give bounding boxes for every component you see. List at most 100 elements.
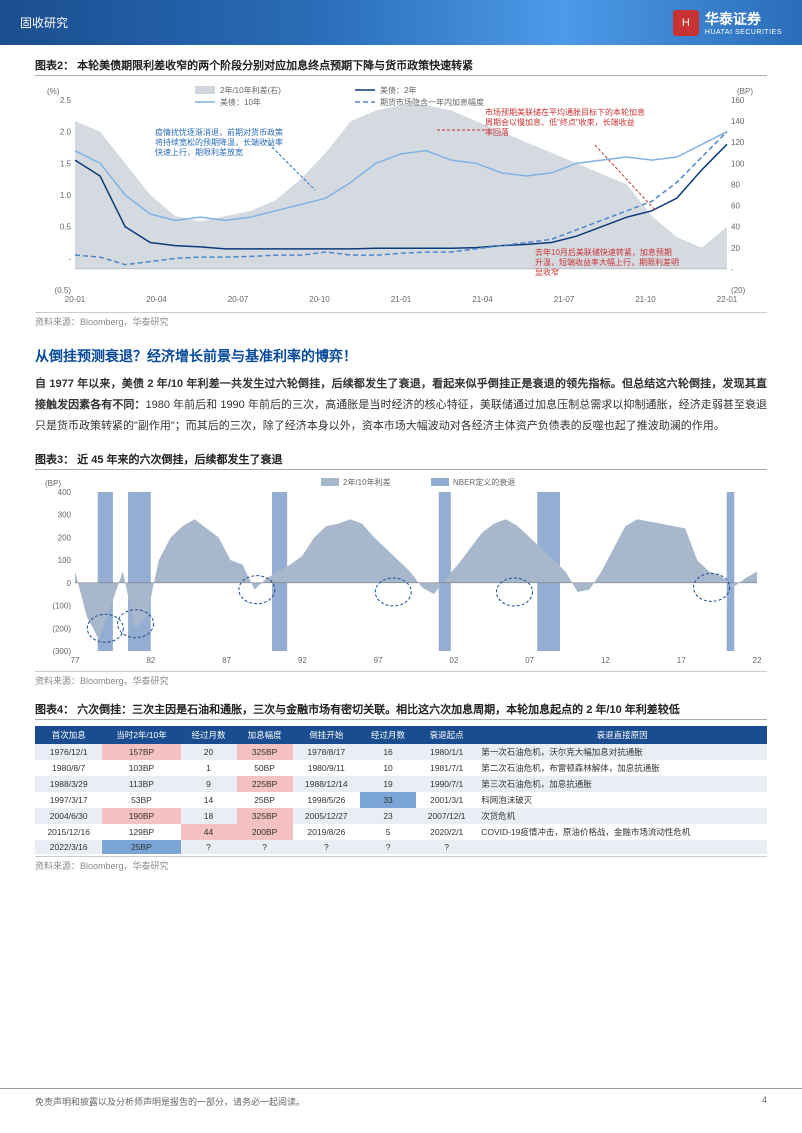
svg-text:22: 22 xyxy=(753,656,762,665)
table-cell: 44 xyxy=(181,824,237,840)
table-cell: 1980/9/11 xyxy=(293,760,360,776)
svg-text:20: 20 xyxy=(731,244,740,253)
table-cell: 103BP xyxy=(102,760,180,776)
chart2: (300)(200)(100)0100200300400(BP)77828792… xyxy=(35,474,767,669)
chart3-title: 图表4： 六次倒挂：三次主因是石油和通胀，三次与金融市场有密切关联。相比这六次加… xyxy=(35,701,767,720)
col-header: 经过月数 xyxy=(181,726,237,744)
table-cell: 2001/3/1 xyxy=(416,792,477,808)
svg-text:美债：2年: 美债：2年 xyxy=(380,85,416,95)
table-cell: 1976/12/1 xyxy=(35,744,102,760)
table-row: 2004/6/30190BP18325BP2005/12/27232007/12… xyxy=(35,808,767,824)
table-cell: 1980/8/7 xyxy=(35,760,102,776)
table-cell: 200BP xyxy=(237,824,293,840)
table-cell: 129BP xyxy=(102,824,180,840)
svg-text:去年10月后美联储快速转紧，加息预期升温，短端收益率大幅上行: 去年10月后美联储快速转紧，加息预期升温，短端收益率大幅上行，期限利差明显收窄 xyxy=(535,247,679,277)
svg-text:疫情扰忧逐渐消退，前期对货币政策将持续宽松的预期降温，长端收: 疫情扰忧逐渐消退，前期对货币政策将持续宽松的预期降温，长端收益率快速上行，期限利… xyxy=(155,127,283,157)
svg-text:80: 80 xyxy=(731,180,740,189)
table-cell: 19 xyxy=(360,776,416,792)
table-cell: 2022/3/16 xyxy=(35,840,102,854)
svg-text:1.0: 1.0 xyxy=(60,191,72,200)
table-cell: 1978/8/17 xyxy=(293,744,360,760)
table-cell: ? xyxy=(416,840,477,854)
svg-text:2.5: 2.5 xyxy=(60,96,72,105)
table-cell: 2015/12/16 xyxy=(35,824,102,840)
table-cell: 1981/7/1 xyxy=(416,760,477,776)
table-cell: 次贷危机 xyxy=(477,808,767,824)
table-cell: 1988/12/14 xyxy=(293,776,360,792)
svg-text:60: 60 xyxy=(731,202,740,211)
table-cell: 1988/3/29 xyxy=(35,776,102,792)
table-cell: 23 xyxy=(360,808,416,824)
table-cell: 10 xyxy=(360,760,416,776)
svg-text:22-01: 22-01 xyxy=(717,295,738,304)
table-cell: 53BP xyxy=(102,792,180,808)
table-cell: 18 xyxy=(181,808,237,824)
svg-text:(%): (%) xyxy=(47,87,60,96)
logo-icon: H xyxy=(673,10,699,36)
table-cell: 第一次石油危机，沃尔克大幅加息对抗通胀 xyxy=(477,744,767,760)
svg-text:市场预期美联储在平均通胀目标下的本轮加息周期会以慢加息、低": 市场预期美联储在平均通胀目标下的本轮加息周期会以慢加息、低"终点"收束，长端收益… xyxy=(485,107,645,137)
chart1-source: 资料来源：Bloomberg，华泰研究 xyxy=(35,312,767,328)
table-cell: 第二次石油危机，布雷顿森林解体，加息抗通胀 xyxy=(477,760,767,776)
table-cell: 2007/12/1 xyxy=(416,808,477,824)
svg-text:21-10: 21-10 xyxy=(635,295,656,304)
table-cell: 1997/3/17 xyxy=(35,792,102,808)
svg-text:2年/10年利差: 2年/10年利差 xyxy=(343,477,391,487)
table-cell: 157BP xyxy=(102,744,180,760)
table-cell: 2004/6/30 xyxy=(35,808,102,824)
table-cell: 33 xyxy=(360,792,416,808)
table-cell: 16 xyxy=(360,744,416,760)
table-cell: 1990/7/1 xyxy=(416,776,477,792)
table-cell: ? xyxy=(360,840,416,854)
svg-text:300: 300 xyxy=(58,510,72,519)
svg-text:17: 17 xyxy=(677,656,686,665)
table-cell: 第三次石油危机，加息抗通胀 xyxy=(477,776,767,792)
table-cell: 325BP xyxy=(237,744,293,760)
table-row: 2015/12/16129BP44200BP2019/8/2652020/2/1… xyxy=(35,824,767,840)
table-cell: 113BP xyxy=(102,776,180,792)
table-cell: 25BP xyxy=(237,792,293,808)
chart2-title: 图表3： 近 45 年来的六次倒挂，后续都发生了衰退 xyxy=(35,451,767,470)
col-header: 衰退起点 xyxy=(416,726,477,744)
table-cell: 190BP xyxy=(102,808,180,824)
svg-text:(200): (200) xyxy=(52,624,71,633)
chart3-source: 资料来源：Bloomberg，华泰研究 xyxy=(35,856,767,872)
svg-text:1.5: 1.5 xyxy=(60,159,72,168)
svg-text:NBER定义的衰退: NBER定义的衰退 xyxy=(453,477,515,487)
svg-text:100: 100 xyxy=(731,159,745,168)
svg-text:-: - xyxy=(68,254,71,263)
svg-text:100: 100 xyxy=(58,556,72,565)
table-row: 1988/3/29113BP9225BP1988/12/14191990/7/1… xyxy=(35,776,767,792)
svg-text:120: 120 xyxy=(731,138,745,147)
svg-text:97: 97 xyxy=(374,656,383,665)
header-category: 固收研究 xyxy=(20,14,68,31)
table-cell: ? xyxy=(181,840,237,854)
company-sub: HUATAI SECURITIES xyxy=(705,29,782,36)
col-header: 衰退直接原因 xyxy=(477,726,767,744)
table-cell: COVID-19疫情冲击，原油价格战，金融市场流动性危机 xyxy=(477,824,767,840)
page-number: 4 xyxy=(762,1095,767,1108)
svg-text:21-07: 21-07 xyxy=(554,295,575,304)
svg-text:92: 92 xyxy=(298,656,307,665)
svg-text:21-01: 21-01 xyxy=(391,295,412,304)
svg-text:200: 200 xyxy=(58,533,72,542)
company-name: 华泰证券 xyxy=(705,9,782,29)
table-cell: ? xyxy=(237,840,293,854)
table-cell: 325BP xyxy=(237,808,293,824)
svg-text:82: 82 xyxy=(146,656,155,665)
svg-text:77: 77 xyxy=(71,656,80,665)
table-cell: 50BP xyxy=(237,760,293,776)
svg-text:12: 12 xyxy=(601,656,610,665)
svg-text:(100): (100) xyxy=(52,601,71,610)
svg-text:20-07: 20-07 xyxy=(228,295,249,304)
table-cell: 2020/2/1 xyxy=(416,824,477,840)
page-header: 固收研究 H 华泰证券 HUATAI SECURITIES xyxy=(0,0,802,45)
col-header: 加息幅度 xyxy=(237,726,293,744)
table-row: 1980/8/7103BP150BP1980/9/11101981/7/1第二次… xyxy=(35,760,767,776)
svg-text:02: 02 xyxy=(449,656,458,665)
table-cell: 14 xyxy=(181,792,237,808)
table-row: 1997/3/1753BP1425BP1998/5/26332001/3/1科网… xyxy=(35,792,767,808)
page-footer: 免责声明和披露以及分析师声明是报告的一部分，请务必一起阅读。 4 xyxy=(0,1088,802,1108)
table-cell: 1980/1/1 xyxy=(416,744,477,760)
svg-text:20-10: 20-10 xyxy=(309,295,330,304)
